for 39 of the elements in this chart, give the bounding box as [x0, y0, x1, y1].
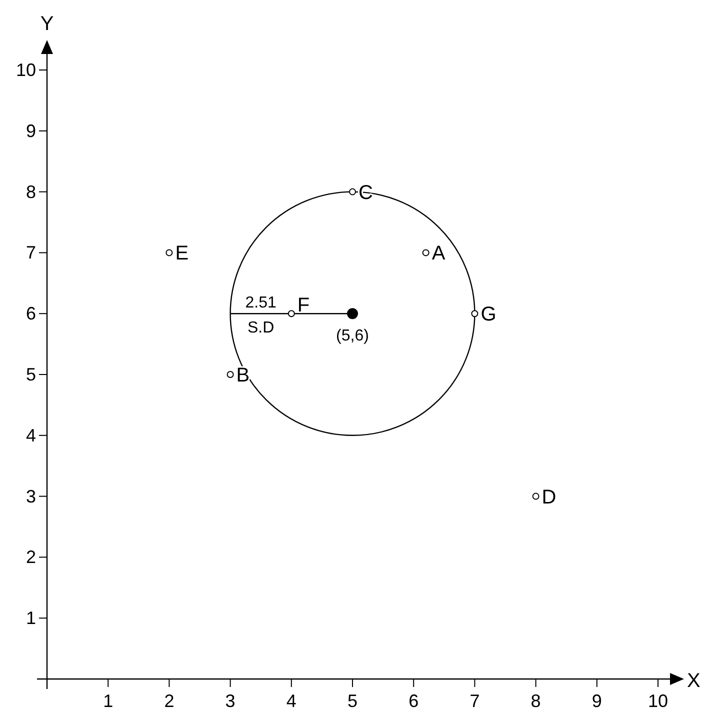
x-tick-label: 1: [103, 691, 114, 711]
x-tick-label: 8: [530, 691, 541, 711]
annotation: 2.51: [245, 294, 277, 312]
annotation: D: [542, 486, 556, 508]
annotation: E: [175, 242, 189, 265]
y-tick-label: 5: [26, 364, 36, 384]
x-tick-label: 10: [648, 691, 668, 711]
y-tick-label: 2: [26, 547, 36, 568]
annotation: S.D: [248, 320, 274, 337]
x-tick-label: 7: [470, 691, 480, 711]
x-tick-label: 2: [164, 691, 174, 711]
x-tick-label: 3: [225, 691, 236, 711]
y-tick-label: 7: [26, 242, 36, 263]
annotation: G: [480, 304, 496, 326]
point: [532, 492, 540, 500]
y-tick-label: 8: [26, 182, 36, 202]
y-tick-label: 3: [26, 486, 36, 506]
point: [349, 188, 356, 196]
point: [226, 371, 234, 378]
x-axis-title: X: [687, 670, 700, 692]
y-tick-label: 10: [16, 60, 36, 80]
y-tick-label: 9: [26, 120, 36, 141]
annotation: (5,6): [336, 328, 369, 345]
x-tick-label: 5: [347, 691, 358, 711]
y-axis-title: Y: [40, 13, 54, 35]
y-tick-label: 6: [26, 304, 36, 324]
x-tick-label: 6: [408, 691, 419, 711]
x-tick-label: 9: [592, 691, 602, 711]
x-tick-label: 4: [286, 691, 296, 711]
y-tick-label: 4: [26, 425, 36, 446]
point: [288, 310, 295, 318]
point: [347, 308, 358, 320]
y-tick-label: 1: [26, 608, 36, 628]
point: [166, 249, 173, 256]
point: [422, 249, 430, 256]
annotation: A: [432, 242, 446, 265]
annotation: B: [236, 364, 250, 386]
point: [471, 310, 478, 318]
annotation: F: [297, 294, 310, 317]
